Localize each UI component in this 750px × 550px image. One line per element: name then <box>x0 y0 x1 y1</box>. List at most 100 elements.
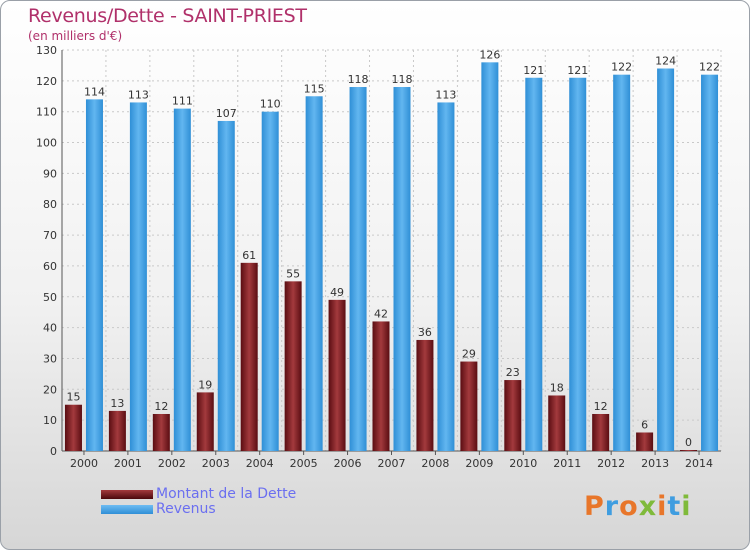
bar-debt <box>592 413 610 451</box>
x-tick-label: 2012 <box>597 457 625 470</box>
bar-revenue <box>613 74 631 451</box>
legend-label-revenue: Revenus <box>156 501 216 517</box>
y-tick-label: 0 <box>50 445 57 458</box>
chart-subtitle: (en milliers d'€) <box>28 29 123 43</box>
y-tick-label: 100 <box>36 137 57 150</box>
data-label: 126 <box>479 48 500 61</box>
chart-title: Revenus/Dette - SAINT-PRIEST <box>28 5 307 27</box>
bar-revenue <box>173 108 191 451</box>
data-label: 121 <box>523 64 544 77</box>
bar-debt <box>636 432 654 451</box>
data-label: 18 <box>550 381 564 394</box>
data-label: 29 <box>462 348 476 361</box>
bar-revenue <box>437 102 455 451</box>
y-tick-label: 50 <box>43 291 57 304</box>
bar-debt <box>460 361 478 451</box>
bar-revenue <box>657 68 675 451</box>
x-tick-label: 2005 <box>290 457 318 470</box>
bar-revenue <box>129 102 147 451</box>
data-label: 122 <box>611 61 632 74</box>
bar-debt <box>108 410 126 451</box>
bar-debt <box>64 404 82 451</box>
proxiti-logo: Proxiti <box>584 491 692 522</box>
data-label: 36 <box>418 326 432 339</box>
x-tick-label: 2013 <box>641 457 669 470</box>
bar-revenue <box>305 96 323 452</box>
x-tick-label: 2014 <box>685 457 713 470</box>
bar-revenue <box>85 99 103 451</box>
legend-swatch-debt <box>101 490 153 499</box>
legend-swatch-revenue <box>101 505 153 514</box>
data-label: 12 <box>154 400 168 413</box>
bar-revenue <box>701 74 719 451</box>
y-tick-label: 90 <box>43 167 57 180</box>
bar-debt <box>152 413 170 451</box>
data-label: 122 <box>699 61 720 74</box>
x-tick-label: 2002 <box>158 457 186 470</box>
data-label: 0 <box>685 436 692 449</box>
bar-revenue <box>349 87 367 451</box>
data-label: 110 <box>260 98 281 111</box>
bar-debt <box>196 392 214 451</box>
bar-debt <box>416 339 434 451</box>
bar-revenue <box>481 62 499 451</box>
data-label: 111 <box>172 95 193 108</box>
x-tick-label: 2011 <box>553 457 581 470</box>
bar-debt <box>284 281 302 451</box>
x-tick-label: 2008 <box>421 457 449 470</box>
grid-layer <box>61 49 722 455</box>
y-tick-label: 110 <box>36 106 57 119</box>
y-tick-label: 80 <box>43 198 57 211</box>
bar-debt <box>372 321 390 451</box>
y-tick-label: 40 <box>43 322 57 335</box>
data-label: 61 <box>242 249 256 262</box>
data-label: 13 <box>110 397 124 410</box>
data-label: 42 <box>374 307 388 320</box>
data-label: 121 <box>567 64 588 77</box>
data-label: 12 <box>594 400 608 413</box>
x-tick-label: 2009 <box>465 457 493 470</box>
y-tick-label: 130 <box>36 44 57 57</box>
data-label: 19 <box>198 378 212 391</box>
data-label: 23 <box>506 366 520 379</box>
data-label: 124 <box>655 55 676 68</box>
x-tick-label: 2006 <box>334 457 362 470</box>
bar-debt <box>240 262 258 451</box>
bar-revenue <box>217 120 235 451</box>
data-label: 113 <box>435 88 456 101</box>
y-tick-label: 60 <box>43 260 57 273</box>
bar-debt <box>328 299 346 451</box>
x-tick-label: 2004 <box>246 457 274 470</box>
data-label: 118 <box>348 73 369 86</box>
data-label: 6 <box>641 418 648 431</box>
bar-revenue <box>569 77 587 451</box>
x-tick-label: 2000 <box>70 457 98 470</box>
data-label: 15 <box>66 391 80 404</box>
data-label: 49 <box>330 286 344 299</box>
x-tick-label: 2010 <box>509 457 537 470</box>
y-tick-label: 30 <box>43 352 57 365</box>
data-label: 113 <box>128 88 149 101</box>
y-tick-label: 20 <box>43 383 57 396</box>
labels-layer: 0102030405060708090100110120130200015114… <box>36 44 720 470</box>
x-tick-label: 2007 <box>378 457 406 470</box>
bar-debt <box>548 395 566 451</box>
bar-debt <box>680 450 698 451</box>
y-tick-label: 70 <box>43 229 57 242</box>
legend-label-debt: Montant de la Dette <box>156 486 297 502</box>
data-label: 107 <box>216 107 237 120</box>
bar-revenue <box>261 111 279 451</box>
x-tick-label: 2001 <box>114 457 142 470</box>
data-label: 55 <box>286 267 300 280</box>
bar-revenue <box>525 77 543 451</box>
y-tick-label: 10 <box>43 414 57 427</box>
data-label: 115 <box>304 82 325 95</box>
data-label: 114 <box>84 85 105 98</box>
y-tick-label: 120 <box>36 75 57 88</box>
data-label: 118 <box>392 73 413 86</box>
bar-revenue <box>393 87 411 451</box>
bar-debt <box>504 380 522 451</box>
x-tick-label: 2003 <box>202 457 230 470</box>
